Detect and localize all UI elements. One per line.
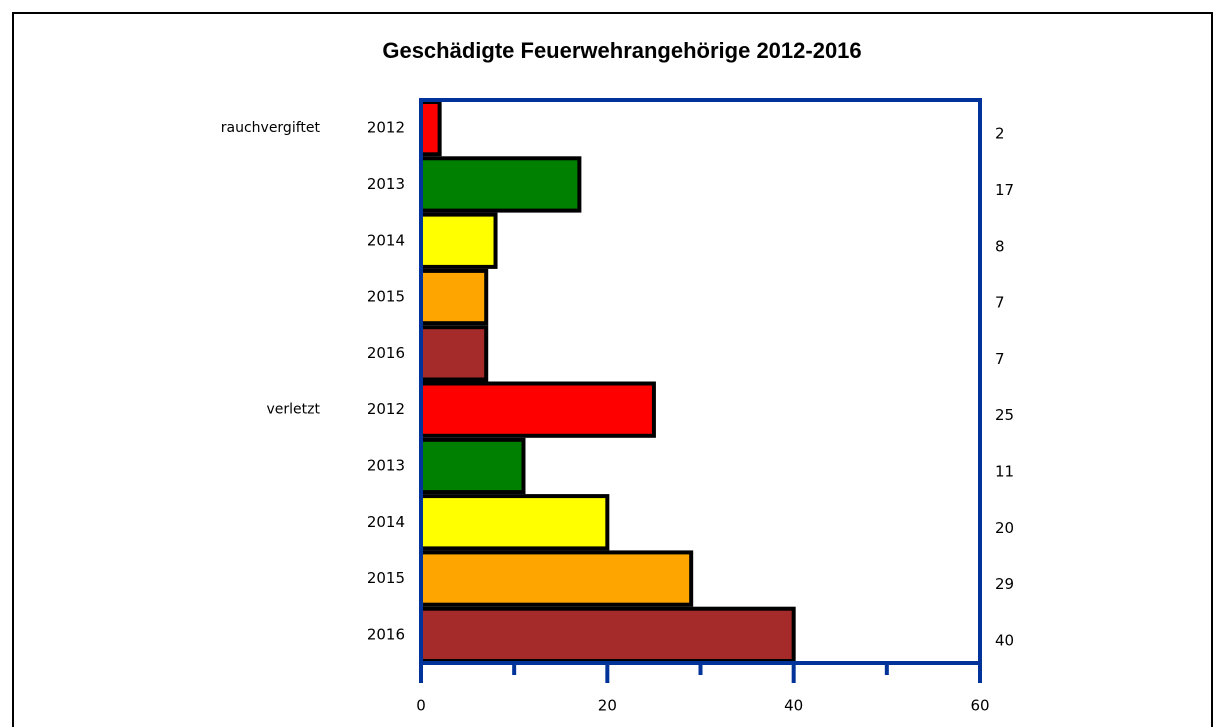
value-label: 7 — [995, 294, 1005, 312]
value-label: 11 — [995, 462, 1014, 480]
group-label: verletzt — [267, 402, 321, 418]
bar — [419, 606, 796, 664]
value-label: 8 — [995, 237, 1005, 255]
x-tick-label: 0 — [416, 697, 426, 715]
y-tick-label: 2015 — [367, 569, 405, 587]
y-tick-label: 2014 — [367, 513, 405, 531]
bar — [419, 381, 656, 438]
y-tick-label: 2014 — [367, 231, 405, 249]
y-tick-label: 2016 — [367, 625, 405, 643]
bar — [419, 100, 442, 157]
bar — [419, 494, 610, 551]
y-tick-label: 2012 — [367, 119, 405, 137]
value-label: 17 — [995, 181, 1014, 199]
group-label: rauchvergiftet — [221, 120, 321, 136]
bar — [419, 550, 694, 607]
chart-title: Geschädigte Feuerwehrangehörige 2012-201… — [382, 38, 861, 63]
bar — [419, 325, 489, 382]
y-tick-label: 2016 — [367, 344, 405, 362]
x-tick-label: 20 — [598, 697, 617, 715]
x-tick-label: 40 — [784, 697, 803, 715]
bar — [419, 268, 489, 326]
y-tick-label: 2015 — [367, 288, 405, 306]
y-tick-label: 2013 — [367, 175, 405, 193]
x-tick-label: 60 — [970, 697, 989, 715]
value-label: 25 — [995, 406, 1014, 424]
value-label: 29 — [995, 575, 1014, 593]
y-tick-label: 2013 — [367, 456, 405, 474]
value-label: 2 — [995, 125, 1005, 143]
bar — [419, 156, 582, 213]
bar — [419, 212, 498, 269]
value-label: 20 — [995, 519, 1014, 537]
y-tick-label: 2012 — [367, 400, 405, 418]
value-label: 7 — [995, 350, 1005, 368]
value-label: 40 — [995, 631, 1014, 649]
bar — [419, 437, 526, 495]
